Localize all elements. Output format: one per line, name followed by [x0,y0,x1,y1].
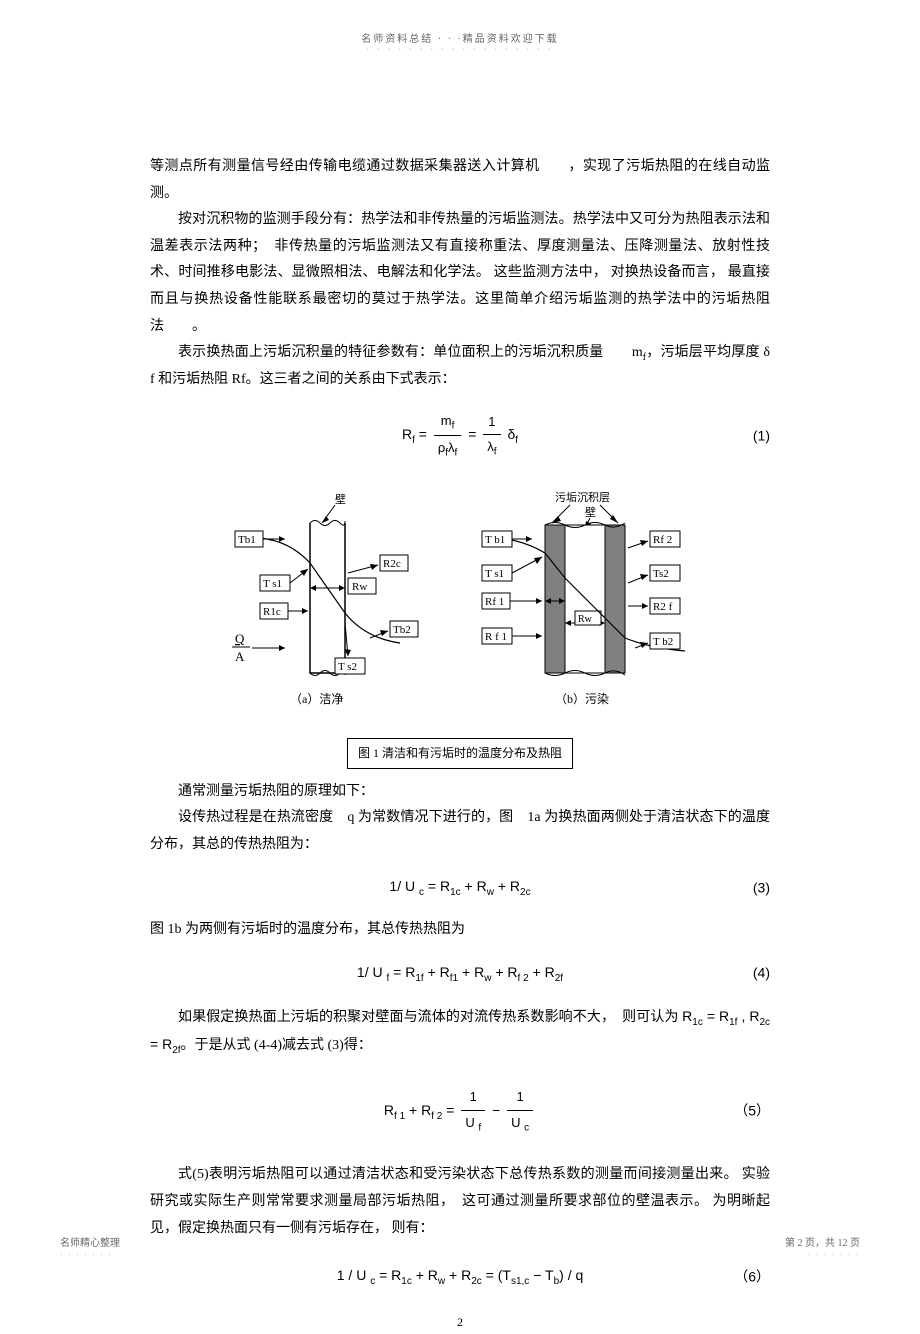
paragraph-1: 等测点所有测量信号经由传输电缆通过数据采集器送入计算机 ，实现了污垢热阻的在线自… [150,154,770,207]
label-ts1-right: T s1 [485,568,504,580]
label-q: Q [235,631,245,646]
paragraph-7: 如果假定换热面上污垢的积聚对壁面与流体的对流传热系数影响不大， 则可认为 R1c… [150,1003,770,1061]
paragraph-3: 表示换热面上污垢沉积量的特征参数有：单位面积上的污垢沉积质量 mf，污垢层平均厚… [150,340,770,393]
footer-dots-left: · · · · · · · [60,1251,113,1259]
formula-3: 1/ U c = R1c + Rw + R2c (3) [150,873,770,902]
figure-caption: 图 1 清洁和有污垢时的温度分布及热阻 [347,738,573,769]
formula-1: Rf = mf ρfλf = 1 λf δf (1) [150,409,770,463]
main-content: 等测点所有测量信号经由传输电缆通过数据采集器送入计算机 ，实现了污垢热阻的在线自… [0,54,920,1334]
formula-6: 1 / U c = R1c + Rw + R2c = (Ts1,c − Tb) … [150,1262,770,1291]
figure-1-svg: 壁 Rw Tb1 T s1 [200,483,720,733]
label-r1c-left: R1c [263,606,281,618]
label-rf1-right: Rf 1 [485,596,504,608]
label-a: A [235,649,245,664]
page-header: 名师资料总结 · · ·精品资料欢迎下载 [0,0,920,45]
paragraph-5: 设传热过程是在热流密度 q 为常数情况下进行的，图 1a 为换热面两侧处于清洁状… [150,805,770,858]
label-ts2-left: T s2 [338,661,357,673]
header-dots: · · · · · · · · · · · · · · · · · · [0,45,920,54]
footer-left: 名师精心整理 [60,1234,120,1249]
footer-right: 第 2 页，共 12 页 [785,1234,860,1249]
paragraph-4: 通常测量污垢热阻的原理如下： [150,779,770,806]
label-tb2-right: T b2 [653,636,673,648]
label-ts2-right: Ts2 [653,568,669,580]
label-rf2-right: Rf 2 [653,534,672,546]
label-r2f-right: R2 f [653,601,673,613]
formula-3-number: (3) [753,874,770,901]
label-rw-left: Rw [352,581,367,593]
label-wall-left: 壁 [335,492,346,506]
p3-pre: 表示换热面上污垢沉积量的特征参数有：单位面积上的污垢沉积质量 m [178,345,643,360]
paragraph-8: 式(5)表明污垢热阻可以通过清洁状态和受污染状态下总传热系数的测量而间接测量出来… [150,1162,770,1242]
label-tb1-right: T b1 [485,534,505,546]
label-tb2-left: Tb2 [393,624,411,636]
paragraph-2: 按对沉积物的监测手段分有：热学法和非传热量的污垢监测法。热学法中又可分为热阻表示… [150,207,770,340]
footer-dots-right: · · · · · · · [807,1251,860,1259]
label-wall-right: 壁 [585,505,596,519]
formula-5-number: （5） [734,1098,770,1125]
label-r2c-left: R2c [383,558,401,570]
label-fouling-layer: 污垢沉积层 [555,491,610,504]
paragraph-6: 图 1b 为两侧有污垢时的温度分布，其总传热热阻为 [150,917,770,944]
caption-a: （a）洁净 [290,692,343,706]
label-ts1-left: T s1 [263,578,282,590]
formula-1-number: (1) [753,422,770,449]
caption-b: （b）污染 [555,691,609,706]
formula-4: 1/ U f = R1f + Rf1 + Rw + Rf 2 + R2f (4) [150,959,770,988]
page-number: 2 [150,1311,770,1334]
label-rw-right: Rw [578,614,593,625]
formula-5: Rf 1 + Rf 2 = 1 U f − 1 U c （5） [150,1085,770,1137]
formula-6-number: （6） [734,1263,770,1290]
label-rf1-right-2: R f 1 [485,631,507,643]
formula-4-number: (4) [753,960,770,987]
figure-1: 壁 Rw Tb1 T s1 [150,483,770,769]
label-tb1-left: Tb1 [238,534,256,546]
